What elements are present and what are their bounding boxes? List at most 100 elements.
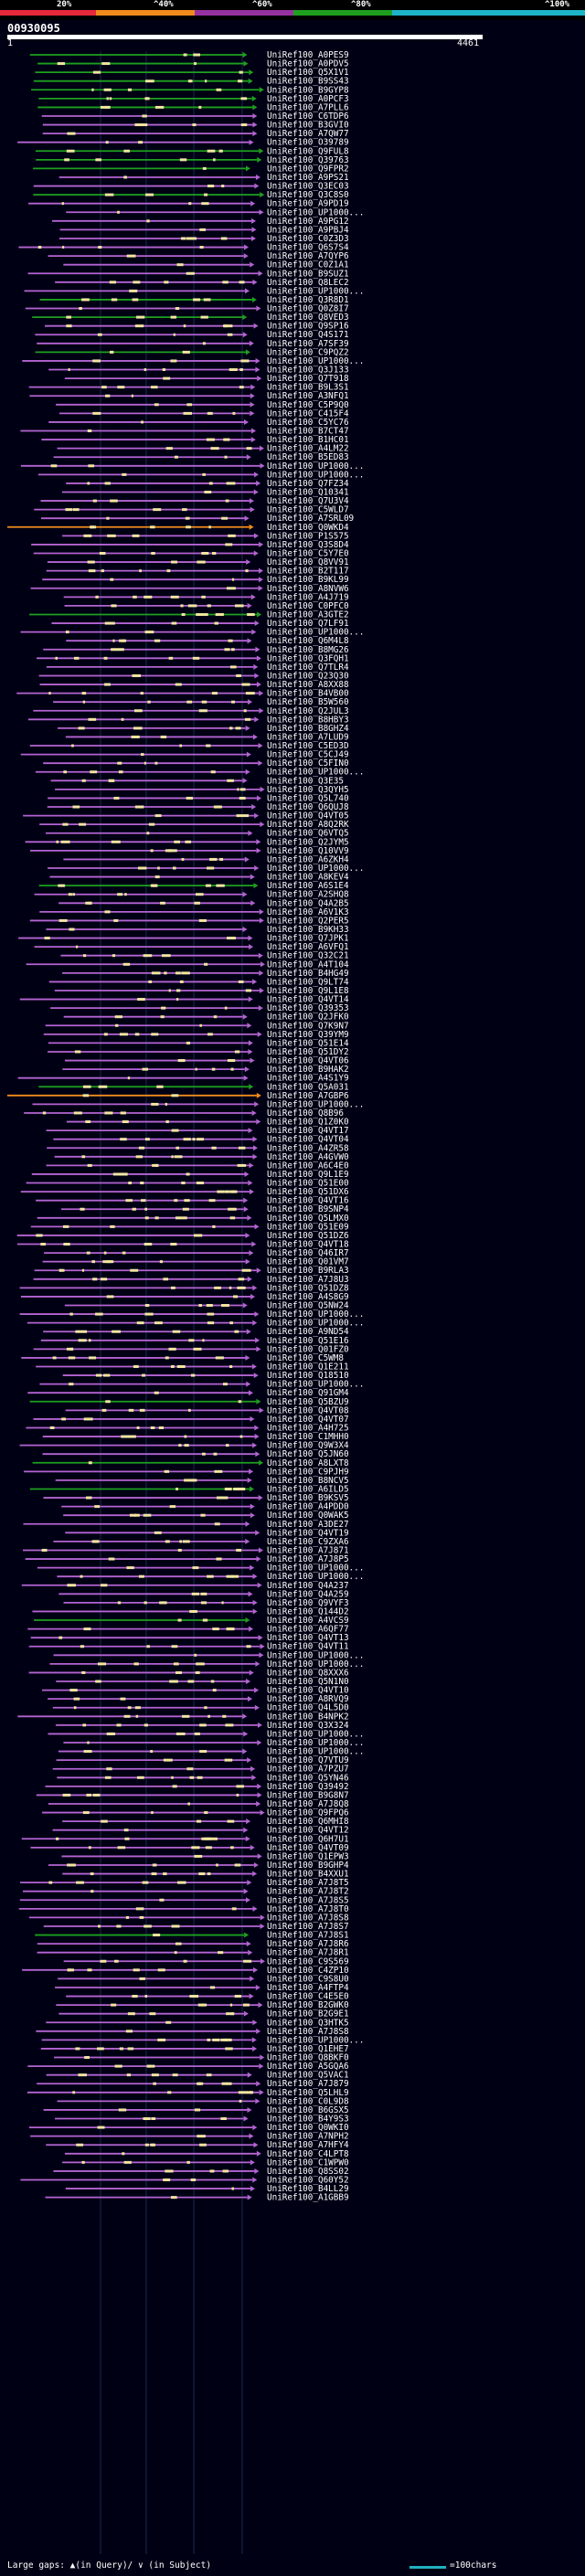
hit-label[interactable]: UniRef100_B8NCV5 xyxy=(267,1476,349,1486)
hit-label[interactable]: UniRef100_C9ZXA6 xyxy=(267,1537,349,1547)
hit-label[interactable]: UniRef100_B8HBY3 xyxy=(267,715,349,725)
hit-label[interactable]: UniRef100_A4PDD0 xyxy=(267,1502,349,1512)
hit-label[interactable]: UniRef100_Q3HTK5 xyxy=(267,2018,349,2028)
hit-label[interactable]: UniRef100_Q18510 xyxy=(267,1371,349,1381)
hit-label[interactable]: UniRef100_Q6H7U1 xyxy=(267,1834,349,1844)
hit-label[interactable]: UniRef100_A7J8Q8 xyxy=(267,1799,349,1809)
hit-label[interactable]: UniRef100_B1HC01 xyxy=(267,435,349,445)
hit-label[interactable]: UniRef100_UP1000... xyxy=(267,470,364,480)
hit-label[interactable]: UniRef100_A7J8R1 xyxy=(267,1948,349,1958)
hit-label[interactable]: UniRef100_Q4VT09 xyxy=(267,1843,349,1853)
hit-label[interactable]: UniRef100_A3GTE2 xyxy=(267,610,349,620)
hit-label[interactable]: UniRef100_C5P9Q0 xyxy=(267,400,349,410)
hit-label[interactable]: UniRef100_UP1000... xyxy=(267,2035,364,2045)
hit-label[interactable]: UniRef100_Q9L1E8 xyxy=(267,986,349,996)
hit-label[interactable]: UniRef100_B9KL99 xyxy=(267,575,349,585)
hit-label[interactable]: UniRef100_Q8B96 xyxy=(267,1108,344,1118)
hit-label[interactable]: UniRef100_Q7T918 xyxy=(267,374,349,384)
hit-label[interactable]: UniRef100_A6ZKH4 xyxy=(267,854,349,864)
hit-label[interactable]: UniRef100_Q39763 xyxy=(267,155,349,165)
hit-label[interactable]: UniRef100_B4VB00 xyxy=(267,689,349,699)
hit-label[interactable]: UniRef100_Q0WKI0 xyxy=(267,2123,349,2133)
hit-label[interactable]: UniRef100_A7J8S8 xyxy=(267,1913,349,1923)
hit-label[interactable]: UniRef100_A4S1Y9 xyxy=(267,1074,349,1084)
hit-label[interactable]: UniRef100_A4T104 xyxy=(267,959,349,970)
hit-label[interactable]: UniRef100_Q5L740 xyxy=(267,793,349,803)
hit-label[interactable]: UniRef100_Q4VT10 xyxy=(267,1686,349,1696)
hit-label[interactable]: UniRef100_C9PQZ2 xyxy=(267,347,349,357)
hit-label[interactable]: UniRef100_C6TDP6 xyxy=(267,111,349,122)
hit-label[interactable]: UniRef100_Q4VT06 xyxy=(267,1056,349,1066)
hit-label[interactable]: UniRef100_Q3J133 xyxy=(267,366,349,376)
hit-label[interactable]: UniRef100_Q3C8S0 xyxy=(267,190,349,200)
hit-label[interactable]: UniRef100_A7J8T0 xyxy=(267,1904,349,1914)
hit-label[interactable]: UniRef100_A8KEV4 xyxy=(267,873,349,883)
hit-label[interactable]: UniRef100_Q4VT07 xyxy=(267,1415,349,1425)
hit-label[interactable]: UniRef100_Q8VED3 xyxy=(267,313,349,323)
hit-label[interactable]: UniRef100_Q7JPK1 xyxy=(267,934,349,944)
hit-label[interactable]: UniRef100_Q4A237 xyxy=(267,1581,349,1591)
hit-label[interactable]: UniRef100_B5W560 xyxy=(267,697,349,707)
hit-label[interactable]: UniRef100_Q4VT14 xyxy=(267,995,349,1005)
hit-label[interactable]: UniRef100_A4J719 xyxy=(267,592,349,602)
hit-label[interactable]: UniRef100_Q7LF91 xyxy=(267,619,349,629)
hit-label[interactable]: UniRef100_A4GVW0 xyxy=(267,1152,349,1162)
hit-label[interactable]: UniRef100_A9PG12 xyxy=(267,217,349,227)
hit-label[interactable]: UniRef100_Q9VYF3 xyxy=(267,1598,349,1608)
hit-label[interactable]: UniRef100_A7QYP6 xyxy=(267,251,349,261)
hit-label[interactable]: UniRef100_UP1000... xyxy=(267,1319,364,1329)
hit-label[interactable]: UniRef100_Q7U3V4 xyxy=(267,496,349,506)
hit-label[interactable]: UniRef100_Q0Z8I7 xyxy=(267,304,349,314)
hit-label[interactable]: UniRef100_B4HG49 xyxy=(267,969,349,979)
hit-label[interactable]: UniRef100_Q8VV91 xyxy=(267,557,349,567)
hit-label[interactable]: UniRef100_Q3X324 xyxy=(267,1721,349,1731)
hit-label[interactable]: UniRef100_A8LXT8 xyxy=(267,1458,349,1468)
hit-label[interactable]: UniRef100_Q4VT04 xyxy=(267,1135,349,1145)
hit-label[interactable]: UniRef100_A7HFY4 xyxy=(267,2140,349,2150)
hit-label[interactable]: UniRef100_C5FIN0 xyxy=(267,758,349,769)
hit-label[interactable]: UniRef100_Q51DZ6 xyxy=(267,1231,349,1241)
hit-label[interactable]: UniRef100_UP1000... xyxy=(267,356,364,366)
hit-label[interactable]: UniRef100_B9SS43 xyxy=(267,77,349,87)
hit-label[interactable]: UniRef100_Q10VV9 xyxy=(267,846,349,856)
hit-label[interactable]: UniRef100_A0PCF3 xyxy=(267,94,349,104)
hit-label[interactable]: UniRef100_Q7VTU9 xyxy=(267,1755,349,1765)
hit-label[interactable]: UniRef100_B4LL29 xyxy=(267,2184,349,2194)
hit-label[interactable]: UniRef100_A4FTP4 xyxy=(267,1983,349,1993)
hit-label[interactable]: UniRef100_Q39YM9 xyxy=(267,1030,349,1040)
hit-label[interactable]: UniRef100_B2T117 xyxy=(267,567,349,577)
hit-label[interactable]: UniRef100_UP1000... xyxy=(267,768,364,778)
hit-label[interactable]: UniRef100_C5YC76 xyxy=(267,418,349,428)
hit-label[interactable]: UniRef100_Q60Y52 xyxy=(267,2176,349,2186)
hit-label[interactable]: UniRef100_Q5VAC1 xyxy=(267,2071,349,2081)
hit-label[interactable]: UniRef100_A8NVW6 xyxy=(267,584,349,594)
hit-label[interactable]: UniRef100_A7QW77 xyxy=(267,129,349,139)
hit-label[interactable]: UniRef100_C0Z3D3 xyxy=(267,234,349,244)
hit-label[interactable]: UniRef100_A7J8S7 xyxy=(267,1922,349,1932)
hit-label[interactable]: UniRef100_Q7K9N7 xyxy=(267,1021,349,1031)
hit-label[interactable]: UniRef100_A7J871 xyxy=(267,1545,349,1555)
hit-label[interactable]: UniRef100_C0L9D8 xyxy=(267,2096,349,2106)
hit-label[interactable]: UniRef100_A4S8G9 xyxy=(267,1292,349,1302)
hit-label[interactable]: UniRef100_Q51DZ8 xyxy=(267,1283,349,1293)
hit-label[interactable]: UniRef100_A7J8T5 xyxy=(267,1878,349,1888)
hit-label[interactable]: UniRef100_Q8SS02 xyxy=(267,2167,349,2177)
hit-label[interactable]: UniRef100_A0PES9 xyxy=(267,50,349,60)
hit-label[interactable]: UniRef100_UP1000... xyxy=(267,1099,364,1109)
hit-label[interactable]: UniRef100_A4VCS9 xyxy=(267,1616,349,1626)
hit-label[interactable]: UniRef100_A7PZU7 xyxy=(267,1765,349,1775)
hit-label[interactable]: UniRef100_Q4VT08 xyxy=(267,1405,349,1415)
hit-label[interactable]: UniRef100_Q3E35 xyxy=(267,776,344,786)
hit-label[interactable]: UniRef100_Q4A259 xyxy=(267,1589,349,1599)
hit-label[interactable]: UniRef100_A7SF39 xyxy=(267,339,349,349)
hit-label[interactable]: UniRef100_Q5JN60 xyxy=(267,1449,349,1459)
hit-label[interactable]: UniRef100_A6C4E0 xyxy=(267,1161,349,1171)
hit-label[interactable]: UniRef100_Q7FZ34 xyxy=(267,479,349,489)
hit-label[interactable]: UniRef100_A7J8U3 xyxy=(267,1275,349,1285)
hit-label[interactable]: UniRef100_B9HAK2 xyxy=(267,1065,349,1075)
hit-label[interactable]: UniRef100_C4ZP10 xyxy=(267,1966,349,1976)
hit-label[interactable]: UniRef100_UP1000... xyxy=(267,1729,364,1739)
hit-label[interactable]: UniRef100_Q9SP16 xyxy=(267,322,349,332)
hit-label[interactable]: UniRef100_O39789 xyxy=(267,138,349,148)
hit-label[interactable]: UniRef100_A8XX88 xyxy=(267,680,349,690)
